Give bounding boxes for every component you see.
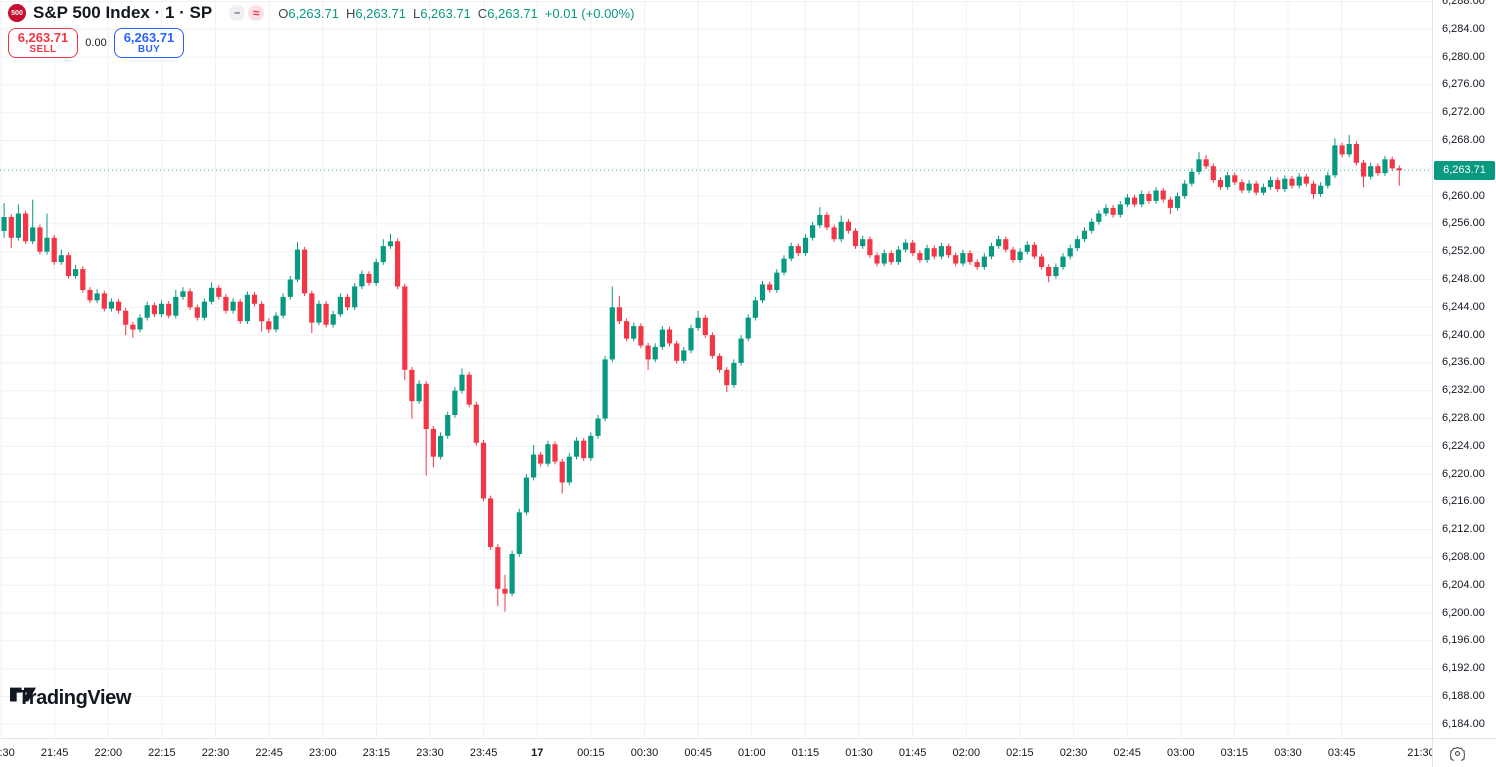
time-axis-label: 21:30 <box>0 747 15 759</box>
buy-label: BUY <box>137 43 161 55</box>
time-axis-label: 01:15 <box>791 747 820 759</box>
time-axis-label: 00:30 <box>630 747 659 759</box>
price-axis-label: 6,288.00 <box>1442 0 1485 7</box>
symbol-legend: 500 S&P 500 Index · 1 · SP – ≈ O6,263.71… <box>8 3 634 23</box>
chart-pane[interactable]: 500 S&P 500 Index · 1 · SP – ≈ O6,263.71… <box>0 0 1432 738</box>
open-label: O <box>278 5 289 21</box>
buy-price: 6,263.71 <box>123 29 175 45</box>
time-axis-label: 00:45 <box>684 747 712 759</box>
change-value: +0.01 (+0.00%) <box>544 5 635 21</box>
low-label: L <box>412 5 421 21</box>
clock-label: 21:30 <box>1407 747 1432 759</box>
price-axis-label: 6,196.00 <box>1442 634 1485 647</box>
time-axis-label: 22:30 <box>201 747 230 759</box>
time-axis-label: 01:00 <box>738 747 766 759</box>
symbol-title[interactable]: S&P 500 Index · 1 · SP <box>33 3 213 22</box>
price-axis[interactable]: 6,263.71 6,288.00 6,284.00 6,280.00 6,276.0… <box>1432 0 1496 738</box>
time-axis-label: 22:45 <box>255 747 283 759</box>
price-axis-label: 6,276.00 <box>1442 78 1485 91</box>
high-value: 6,263.71 <box>355 5 406 21</box>
tradingview-logo[interactable]: TradingView <box>10 687 131 710</box>
low-value: 6,263.71 <box>420 5 471 21</box>
price-axis-label: 6,248.00 <box>1442 273 1485 285</box>
open-value: 6,263.71 <box>288 5 339 21</box>
price-axis-label: 6,208.00 <box>1442 551 1485 563</box>
price-axis-label: 6,224.00 <box>1442 439 1485 452</box>
price-axis-label: 6,252.00 <box>1442 245 1485 258</box>
time-axis-label: 02:45 <box>1113 747 1141 759</box>
price-axis-label: 6,212.00 <box>1442 523 1485 536</box>
candlestick-chart[interactable] <box>0 0 1432 738</box>
price-axis-label: 6,188.00 <box>1442 690 1485 702</box>
sell-price: 6,263.71 <box>17 29 69 45</box>
buy-button[interactable]: 6,263.71 BUY <box>114 28 184 58</box>
price-axis-label: 6,204.00 <box>1442 578 1485 591</box>
chart-grid <box>0 0 1432 738</box>
time-axis-label: 23:15 <box>362 747 391 759</box>
us-flag-icon[interactable] <box>1430 737 1432 738</box>
time-axis[interactable]: 21:30 21:45 22:00 22:15 22:30 22:45 23:00 23:15… <box>0 738 1432 767</box>
price-axis-label: 6,228.00 <box>1442 412 1485 424</box>
approx-data-icon[interactable]: ≈ <box>248 5 265 21</box>
price-axis-label: 6,268.00 <box>1442 134 1485 146</box>
time-axis-label: 23:00 <box>309 747 337 759</box>
time-axis-label: 03:15 <box>1220 747 1249 759</box>
time-axis-label: 02:15 <box>1006 747 1034 759</box>
price-axis-label: 6,280.00 <box>1442 50 1485 63</box>
time-axis-label: 23:30 <box>416 747 444 759</box>
time-axis-label: 01:30 <box>845 747 873 759</box>
sell-label: SELL <box>29 43 57 55</box>
price-axis-label: 6,256.00 <box>1442 217 1485 230</box>
time-axis-label: 03:30 <box>1274 747 1302 759</box>
price-axis-label: 6,272.00 <box>1442 106 1485 119</box>
price-axis-label: 6,244.00 <box>1442 300 1485 313</box>
ohlc-values: O6,263.71 H6,263.71 L6,263.71 C6,263.71 +0.0… <box>278 6 634 21</box>
time-axis-label: 22:15 <box>148 747 176 759</box>
sell-button[interactable]: 6,263.71 SELL <box>8 28 78 58</box>
price-axis-label: 6,220.00 <box>1442 467 1485 480</box>
price-axis-label: 6,192.00 <box>1442 662 1485 675</box>
axis-corner <box>1432 738 1496 767</box>
tradingview-wordmark: TradingView <box>18 687 132 709</box>
close-label: C <box>477 5 488 21</box>
current-price-label: 6,263.71 <box>1434 160 1495 180</box>
date-marker-label: 17 <box>531 747 544 759</box>
high-label: H <box>345 5 356 21</box>
price-axis-label: 6,200.00 <box>1442 606 1485 619</box>
time-axis-label: 03:00 <box>1167 747 1195 759</box>
price-axis-label: 6,284.00 <box>1442 22 1485 35</box>
price-axis-label: 6,232.00 <box>1442 384 1485 397</box>
time-axis-label: 00:15 <box>577 747 605 759</box>
time-axis-label: 23:45 <box>469 747 498 759</box>
price-axis-label: 6,236.00 <box>1442 356 1485 369</box>
trade-panel: 6,263.71 SELL 0.00 6,263.71 BUY <box>8 28 184 58</box>
time-axis-label: 02:00 <box>952 747 981 759</box>
price-axis-label: 6,240.00 <box>1442 328 1485 341</box>
spread-value: 0.00 <box>85 37 107 49</box>
time-axis-label: 22:00 <box>94 747 123 759</box>
time-axis-label: 21:45 <box>40 747 69 759</box>
time-axis-label: 03:45 <box>1327 747 1356 759</box>
price-axis-label: 6,216.00 <box>1442 495 1485 508</box>
time-axis-label: 02:30 <box>1059 747 1088 759</box>
market-status-icon[interactable]: – <box>229 5 246 21</box>
candles <box>1 134 1402 612</box>
symbol-logo: 500 <box>8 4 26 22</box>
price-axis-label: 6,184.00 <box>1442 717 1485 730</box>
time-axis-label: 01:45 <box>898 747 927 759</box>
price-axis-label: 6,260.00 <box>1442 189 1485 202</box>
close-value: 6,263.71 <box>487 5 538 21</box>
axis-settings-gear-icon[interactable] <box>1450 746 1465 761</box>
